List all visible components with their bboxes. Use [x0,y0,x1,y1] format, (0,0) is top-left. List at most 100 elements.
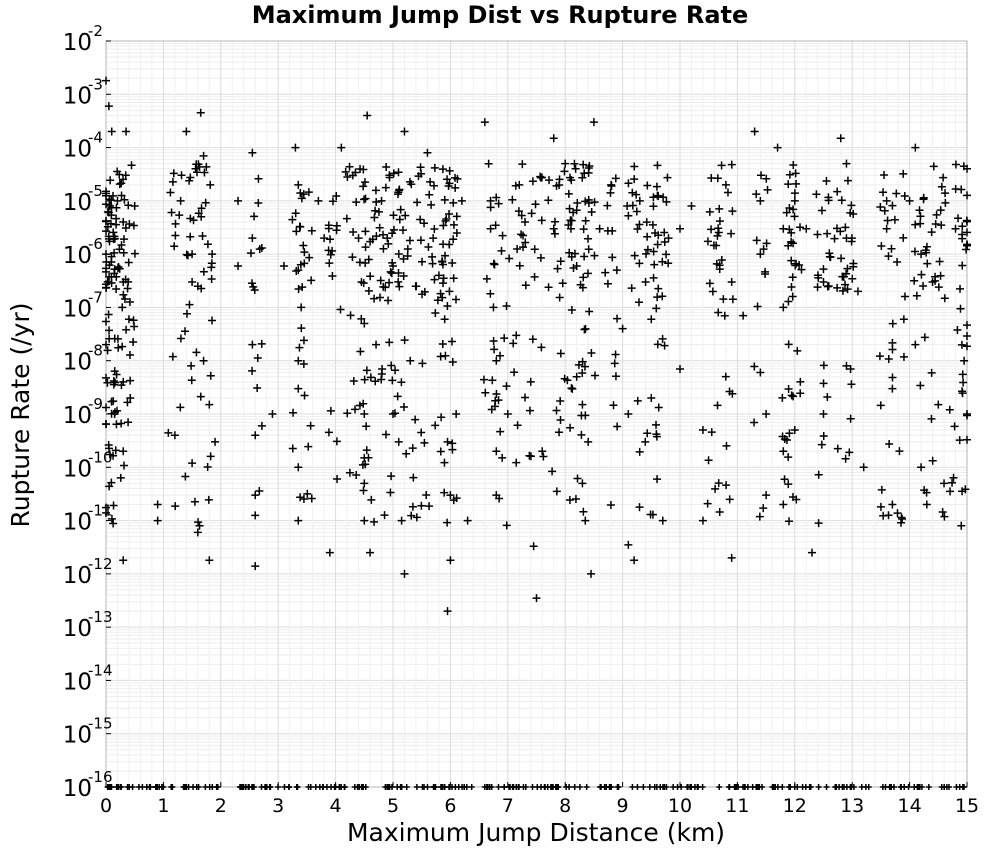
scatter-point [445,287,454,296]
scatter-point [503,410,512,418]
scatter-point [430,275,439,284]
scatter-point [164,428,173,437]
scatter-point [102,217,110,226]
scatter-point [819,278,828,287]
scatter-point [119,175,128,184]
scatter-point [550,229,559,238]
scatter-point [788,273,797,282]
scatter-point [366,272,375,281]
scatter-point [109,376,118,385]
floor-point [756,784,763,790]
floor-point [786,784,793,790]
scatter-point [703,499,712,508]
scatter-point [837,196,846,205]
scatter-point [120,195,129,204]
scatter-point [124,277,133,286]
scatter-point [759,504,768,513]
scatter-point [879,188,888,197]
scatter-point [570,249,579,258]
floor-point [629,784,636,790]
scatter-point [762,239,771,248]
scatter-point [480,118,489,127]
floor-point [439,784,446,790]
floor-point [862,784,869,790]
scatter-point [662,197,671,206]
scatter-point [446,556,455,565]
scatter-point [579,507,588,516]
scatter-point [813,283,822,292]
scatter-point [498,231,507,240]
scatter-point [110,378,119,387]
scatter-point [385,171,394,180]
scatter-point [448,337,457,346]
scatter-point [785,517,794,526]
scatter-point [295,222,304,231]
y-tick-exponent: -8 [88,342,103,360]
scatter-point [403,245,412,254]
scatter-point [895,447,904,456]
scatter-point [511,181,520,190]
scatter-point [431,309,440,318]
scatter-point [953,326,962,335]
scatter-point [963,435,971,444]
scatter-point [849,210,858,219]
scatter-point [359,279,368,288]
scatter-point [714,479,723,488]
scatter-point [112,420,121,429]
scatter-point [407,511,416,520]
scatter-point [603,279,612,288]
scatter-point [102,403,110,412]
scatter-point [103,378,112,387]
scatter-point [198,232,207,241]
scatter-point [963,191,971,200]
scatter-point [676,364,684,373]
scatter-point [813,271,822,280]
scatter-point [917,250,926,259]
floor-point [209,784,216,790]
x-tick-labels: 0 1 2 3 4 5 6 7 8 9 10 11 12 13 14 15 [100,795,979,817]
scatter-point [963,321,971,330]
scatter-point [440,195,449,204]
scatter-point [102,227,110,236]
scatter-point [849,262,858,271]
scatter-point [449,496,458,505]
scatter-point [785,204,794,213]
scatter-point [307,276,316,285]
scatter-points [102,76,971,616]
scatter-point [107,196,116,205]
scatter-point [634,298,643,307]
scatter-point [500,334,509,343]
scatter-point [584,245,593,254]
scatter-point [784,297,793,306]
scatter-point [838,286,847,295]
scatter-point [416,215,425,224]
scatter-point [892,189,901,198]
scatter-point [440,315,449,324]
scatter-point [817,206,826,215]
scatter-point [119,248,128,257]
scatter-point [888,201,897,210]
scatter-point [563,376,572,385]
scatter-point [549,224,558,233]
scatter-point [579,273,588,282]
scatter-point [361,259,370,268]
scatter-point [103,277,112,286]
y-tick-label: 10 [63,350,92,376]
scatter-point [429,234,438,243]
scatter-point [251,511,260,520]
scatter-point [589,118,598,127]
scatter-point [304,442,313,451]
scatter-point [958,370,967,379]
floor-point [529,784,536,790]
scatter-point [919,281,928,290]
y-tick-label: 10 [63,563,92,589]
scatter-point [526,452,535,461]
scatter-point [715,508,724,517]
scatter-point [836,134,845,143]
scatter-point [536,172,545,181]
scatter-point [102,503,110,512]
scatter-point [565,495,574,504]
scatter-point [115,180,124,189]
scatter-point [360,178,369,187]
scatter-point [360,516,369,525]
